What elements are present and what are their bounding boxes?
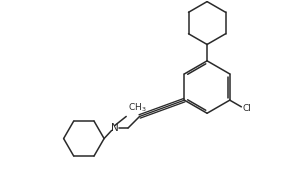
Text: N: N [111, 123, 119, 133]
Text: Cl: Cl [243, 104, 252, 113]
Text: CH$_3$: CH$_3$ [128, 102, 146, 114]
